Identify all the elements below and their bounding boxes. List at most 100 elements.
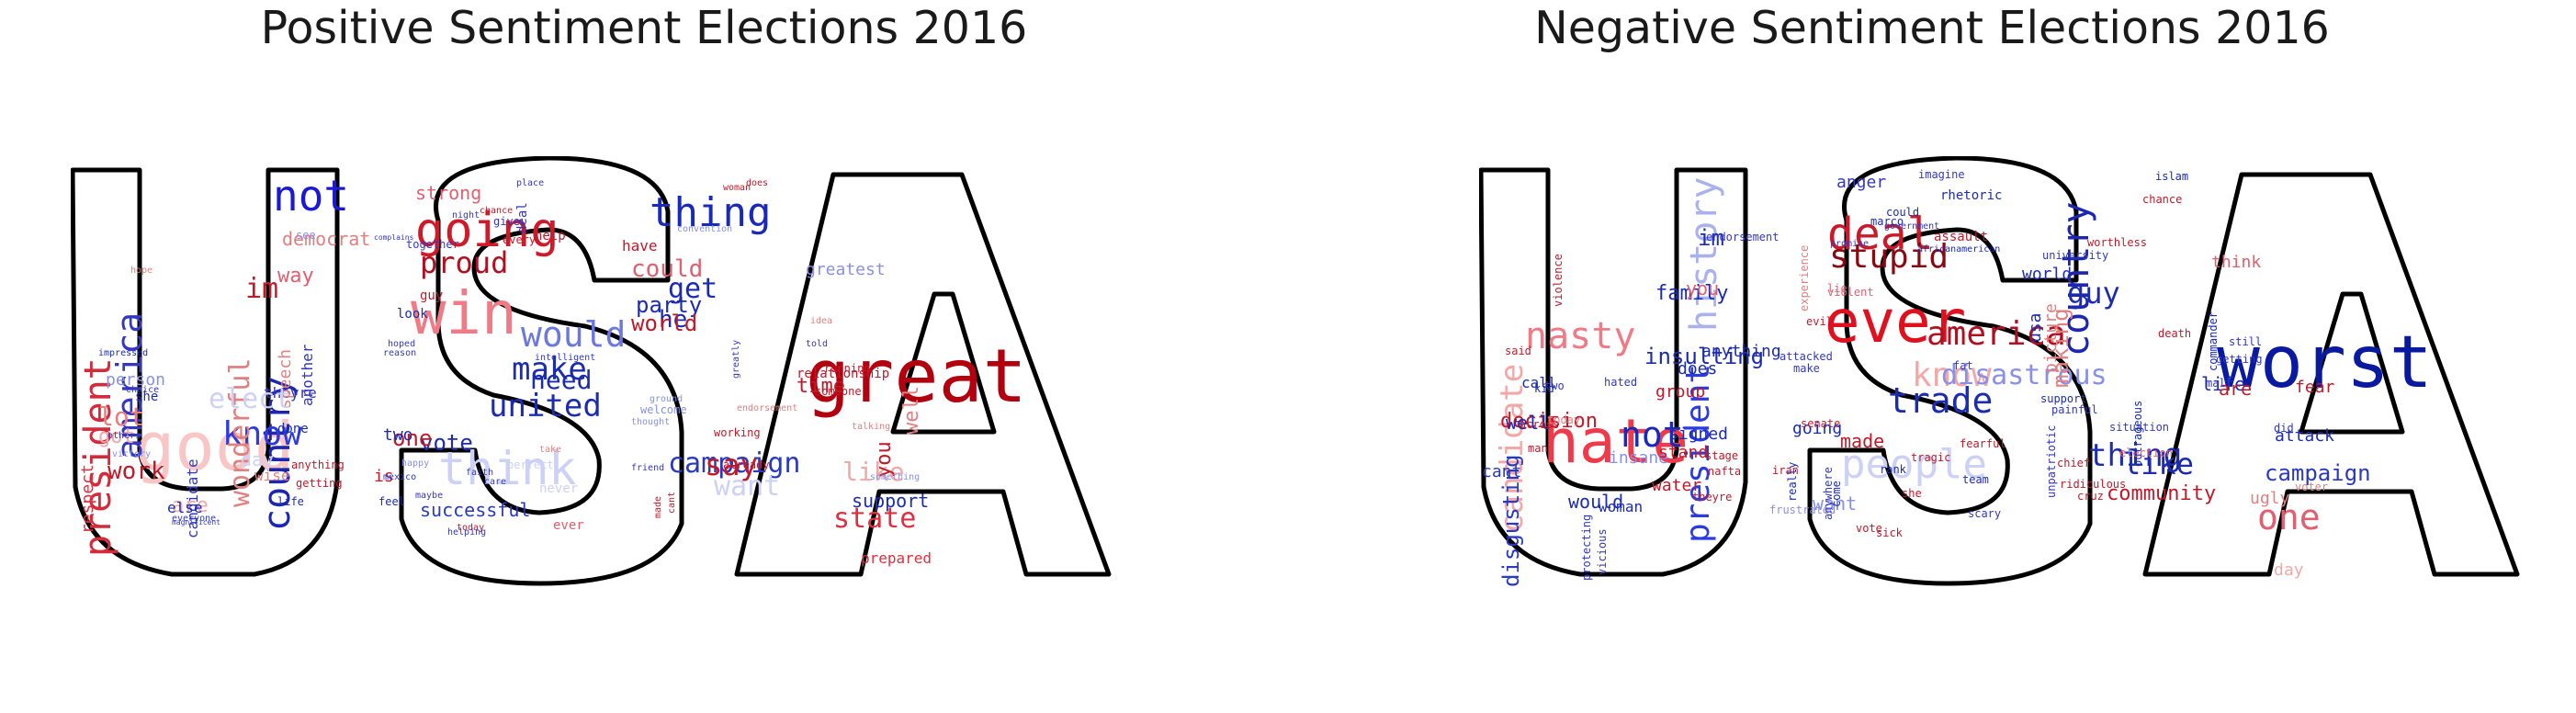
cloud-word: frustrated xyxy=(1769,504,1836,516)
cloud-word: going xyxy=(1792,419,1843,438)
cloud-word: respect xyxy=(78,463,97,534)
cloud-word: tragic xyxy=(1911,451,1951,464)
cloud-word: never xyxy=(539,481,579,496)
cloud-word: know xyxy=(1912,356,1992,394)
cloud-word: world xyxy=(2022,265,2073,284)
cloud-word: ridiculous xyxy=(2060,478,2127,491)
cloud-word: still xyxy=(2229,335,2263,348)
cloud-word: man xyxy=(1528,442,1548,455)
cloud-word: promise xyxy=(1830,239,1870,249)
cloud-word: choice xyxy=(126,385,160,395)
cloud-word: anger xyxy=(1836,173,1887,192)
cloud-word: he xyxy=(659,306,688,334)
cloud-word: night xyxy=(452,210,480,221)
cloud-word: fat xyxy=(1953,359,1973,372)
cloud-word: like xyxy=(2123,447,2195,481)
cloud-word: feel xyxy=(378,495,405,508)
cloud-word: mall xyxy=(2206,377,2232,390)
cloud-word: guy xyxy=(420,289,444,303)
cloud-word: signed xyxy=(1668,424,1729,444)
cloud-word: ever xyxy=(1825,289,1967,356)
cloud-word: death xyxy=(2158,327,2192,340)
cloud-word: another xyxy=(299,344,316,407)
cloud-word: vote xyxy=(420,430,473,456)
cloud-word: hope xyxy=(130,266,153,276)
cloud-word: did xyxy=(2274,422,2294,435)
cloud-word: going xyxy=(415,203,559,258)
cloud-word: impressed xyxy=(98,348,149,358)
cloud-word: woman xyxy=(723,183,751,193)
cloud-word: anywhere xyxy=(1822,466,1835,520)
cloud-word: mexico xyxy=(383,472,417,482)
cloud-word: could xyxy=(631,255,704,283)
cloud-word: decision xyxy=(1500,410,1598,433)
cloud-word: complains xyxy=(374,233,414,242)
cloud-word: one xyxy=(2257,497,2321,538)
cloud-word: helping xyxy=(447,527,487,538)
cloud-word: know xyxy=(222,415,302,453)
cloud-word: done xyxy=(277,422,309,436)
cloud-word: imagine xyxy=(1918,168,1965,181)
cloud-word: state xyxy=(833,503,917,535)
cloud-word: anything xyxy=(291,458,345,471)
cloud-word: would xyxy=(1568,491,1624,513)
cloud-word: thought xyxy=(631,417,671,427)
cloud-word: intelligent xyxy=(535,353,596,363)
cloud-word: life xyxy=(277,495,304,508)
cloud-word: chief xyxy=(2057,457,2091,470)
positive-wordcloud: great good win going think not thing country pre… xyxy=(71,156,1173,616)
cloud-word: painful xyxy=(2051,403,2098,416)
cloud-word: call xyxy=(1521,374,1557,391)
cloud-word: guy xyxy=(2067,276,2120,311)
cloud-word: stage xyxy=(1705,449,1739,462)
cloud-word: say xyxy=(705,447,758,482)
cloud-word: convention xyxy=(677,224,733,234)
cloud-word: you xyxy=(1686,277,1720,300)
cloud-word: look xyxy=(397,307,428,322)
cloud-word: think xyxy=(438,442,577,495)
cloud-word: talking xyxy=(852,422,891,432)
cloud-word: theyre xyxy=(1692,491,1733,504)
cloud-word: world xyxy=(631,311,698,336)
cloud-word: does xyxy=(746,178,769,188)
cloud-word: is xyxy=(374,467,394,486)
cloud-word: idea xyxy=(810,316,833,326)
cloud-word: fear xyxy=(2295,378,2335,397)
cloud-word: marco xyxy=(1870,215,1904,228)
cloud-word: islam xyxy=(2155,170,2189,183)
cloud-word: need xyxy=(530,365,593,395)
cloud-word: im xyxy=(1698,225,1724,251)
cloud-word: think xyxy=(2211,253,2262,272)
cloud-word: happy xyxy=(401,458,430,469)
cloud-word: she xyxy=(1902,487,1922,500)
cloud-word: rank xyxy=(1880,463,1906,476)
cloud-word: history xyxy=(1683,176,1725,332)
cloud-word: ever xyxy=(553,518,584,533)
cloud-word: does xyxy=(1678,359,1718,379)
cloud-word: hated xyxy=(1604,376,1638,389)
cloud-word: making xyxy=(2048,308,2073,389)
usa-outline-positive xyxy=(71,156,1112,586)
cloud-word: getting xyxy=(296,477,343,490)
cloud-word: united xyxy=(489,388,602,424)
cloud-word: africanamerican xyxy=(1917,244,2001,255)
cloud-word: sick xyxy=(1876,526,1903,539)
cloud-word: help xyxy=(535,229,566,243)
cloud-word: deal xyxy=(515,201,530,233)
cloud-word: two xyxy=(1544,379,1565,392)
cloud-word: party xyxy=(636,292,703,318)
cloud-word: campaign xyxy=(668,447,801,480)
cloud-word: way xyxy=(277,265,314,288)
cloud-word: today xyxy=(1547,413,1581,426)
negative-title: Negative Sentiment Elections 2016 xyxy=(1534,2,2330,54)
cloud-word: insane xyxy=(1609,448,1669,468)
cloud-word: made xyxy=(1840,430,1885,452)
cloud-word: every xyxy=(503,233,537,246)
cloud-word: today xyxy=(457,523,485,533)
cloud-word: two xyxy=(383,425,413,445)
cloud-word: well xyxy=(1506,412,1551,434)
cloud-word: magnificent xyxy=(172,518,220,526)
cloud-word: endorsement xyxy=(1706,231,1779,243)
cloud-word: theyre xyxy=(264,384,317,402)
cloud-word: are xyxy=(2219,378,2253,400)
